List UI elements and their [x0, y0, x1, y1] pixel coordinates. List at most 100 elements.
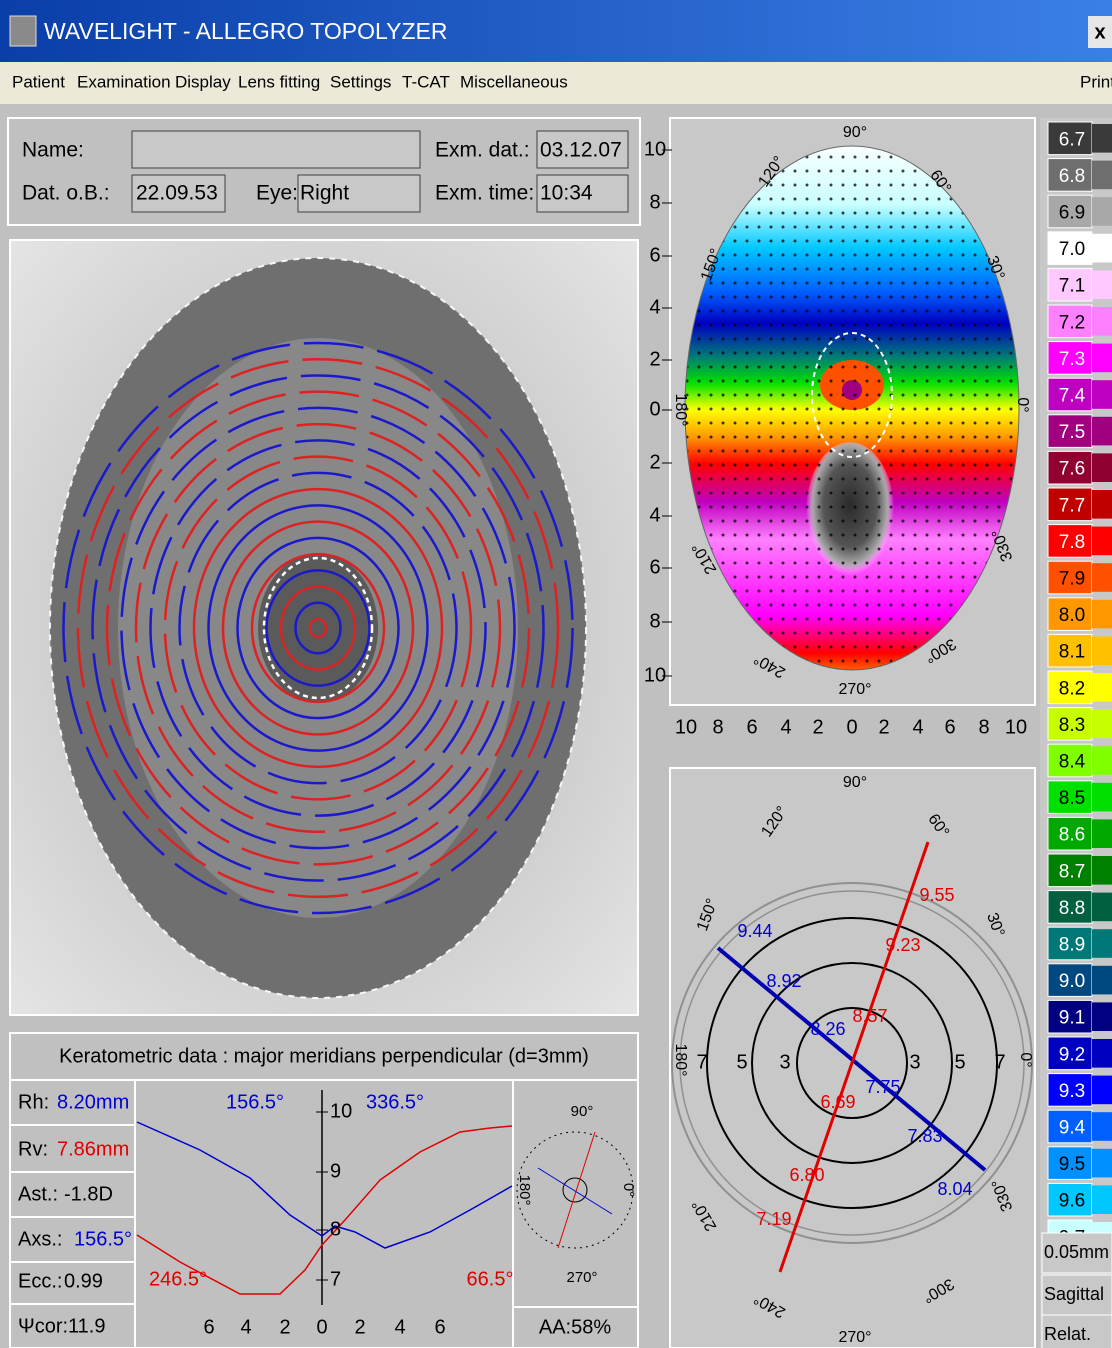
curvature-value: 7.19: [756, 1209, 791, 1229]
scale-bar: [1092, 600, 1112, 629]
value: Right: [300, 182, 349, 205]
curvature-value: 9.55: [919, 885, 954, 905]
y-tick-label: 2: [649, 348, 660, 370]
angle-label: 180°: [672, 1043, 689, 1076]
x-tick-label: 6: [434, 1316, 445, 1338]
scale-option[interactable]: Relat.: [1044, 1324, 1091, 1344]
x-tick-label: 0: [316, 1316, 327, 1338]
row-label: Ast.:: [18, 1183, 58, 1205]
scale-label: 9.3: [1059, 1081, 1085, 1102]
curvature-value: 7.75: [865, 1077, 900, 1097]
menu-item[interactable]: Patient: [12, 72, 65, 91]
menu-item[interactable]: Display: [175, 72, 231, 91]
scale-label: 8.8: [1059, 898, 1085, 919]
close-label[interactable]: x: [1094, 21, 1105, 43]
scale-bar: [1092, 1149, 1112, 1178]
value: 10:34: [540, 182, 593, 205]
scale-option[interactable]: 0.05mm: [1044, 1242, 1109, 1262]
x-tick-label: 4: [780, 716, 791, 738]
y-tick-label: 2: [649, 451, 660, 473]
scale-bar: [1092, 1076, 1112, 1105]
angle-label: 0°: [1017, 1052, 1034, 1067]
value: 03.12.07: [540, 139, 622, 162]
scale-label: 6.9: [1059, 203, 1085, 224]
scale-label: 9.1: [1059, 1008, 1085, 1029]
x-tick-label: 6: [944, 716, 955, 738]
menu-item[interactable]: Miscellaneous: [460, 72, 568, 91]
y-tick-label: 10: [644, 664, 666, 686]
ring-label: 3: [779, 1051, 790, 1073]
eye-image: [10, 240, 638, 1015]
label: Eye:: [256, 182, 298, 205]
scale-label: 8.4: [1059, 752, 1086, 773]
angle-label: 270°: [838, 681, 871, 698]
y-tick-label: 4: [649, 504, 660, 526]
x-tick-label: 2: [878, 716, 889, 738]
scale-label: 8.1: [1059, 642, 1085, 663]
y-tick-label: 8: [649, 191, 660, 213]
x-tick-label: 2: [812, 716, 823, 738]
angle-label: 90°: [843, 774, 867, 791]
curvature-value: 8.04: [937, 1179, 972, 1199]
scale-bar: [1092, 929, 1112, 958]
scale-bar: [1092, 417, 1112, 446]
dial-label: 0°: [620, 1183, 637, 1197]
y-tick-label: 9: [330, 1160, 341, 1182]
y-tick-label: 6: [649, 556, 660, 578]
scale-label: 9.4: [1059, 1118, 1086, 1139]
scale-bar: [1092, 161, 1112, 190]
y-tick-label: 0: [649, 398, 660, 420]
label: Exm. time:: [435, 182, 534, 205]
row-value: 11.9: [68, 1315, 105, 1337]
scale-label: 7.3: [1059, 349, 1085, 370]
curvature-value: 8.92: [766, 971, 801, 991]
menu-item[interactable]: T-CAT: [402, 72, 450, 91]
angle-label: 180°: [672, 393, 689, 426]
scale-bar: [1092, 124, 1112, 153]
curvature-value: 8.57: [852, 1006, 887, 1026]
window-title: WAVELIGHT - ALLEGRO TOPOLYZER: [44, 18, 447, 44]
axis-angle: 66.5°: [467, 1268, 514, 1290]
scale-bar: [1092, 856, 1112, 885]
scale-label: 9.6: [1059, 1191, 1085, 1212]
scale-label: 9.0: [1059, 971, 1085, 992]
angle-label: 90°: [843, 124, 867, 141]
ring-label: 7: [696, 1051, 707, 1073]
scale-label: 7.9: [1059, 569, 1085, 590]
menu-item[interactable]: Settings: [330, 72, 391, 91]
label: Dat. o.B.:: [22, 182, 110, 205]
scale-label: 7.4: [1059, 386, 1086, 407]
x-tick-label: 2: [279, 1316, 290, 1338]
scale-bar: [1092, 746, 1112, 775]
scale-bar: [1092, 1185, 1112, 1214]
scale-bar: [1092, 490, 1112, 519]
row-label: Ψcor:: [18, 1315, 68, 1337]
curvature-value: 9.23: [885, 935, 920, 955]
app-window: WAVELIGHT - ALLEGRO TOPOLYZER x Patient E…: [0, 0, 1112, 1348]
ring-label: 3: [909, 1051, 920, 1073]
curvature-value: 7.83: [907, 1126, 942, 1146]
menu-item[interactable]: Examination: [77, 72, 171, 91]
axis-angle: 156.5°: [226, 1091, 284, 1113]
ring-label: 5: [736, 1051, 747, 1073]
name-field[interactable]: [132, 131, 420, 168]
curvature-value: 8.26: [810, 1019, 845, 1039]
scale-label: 6.7: [1059, 129, 1085, 150]
scale-label: 7.1: [1059, 276, 1085, 297]
menu-item[interactable]: Lens fitting: [238, 72, 320, 91]
scale-bar: [1092, 1002, 1112, 1031]
scale-label: 8.0: [1059, 605, 1085, 626]
scale-bar: [1092, 966, 1112, 995]
y-tick-label: 10: [330, 1100, 352, 1122]
page: WAVELIGHT - ALLEGRO TOPOLYZER x Patient E…: [0, 0, 1112, 1348]
x-tick-label: 4: [240, 1316, 251, 1338]
scale-label: 7.2: [1059, 312, 1085, 333]
y-tick-label: 10: [644, 138, 666, 160]
scale-bar: [1092, 380, 1112, 409]
scale-label: 8.3: [1059, 715, 1085, 736]
axis-angle: 336.5°: [366, 1091, 424, 1113]
x-tick-label: 6: [203, 1316, 214, 1338]
menu-item[interactable]: Print: [1080, 72, 1112, 91]
scale-option[interactable]: Sagittal: [1044, 1284, 1104, 1304]
scale-bar: [1092, 1112, 1112, 1141]
